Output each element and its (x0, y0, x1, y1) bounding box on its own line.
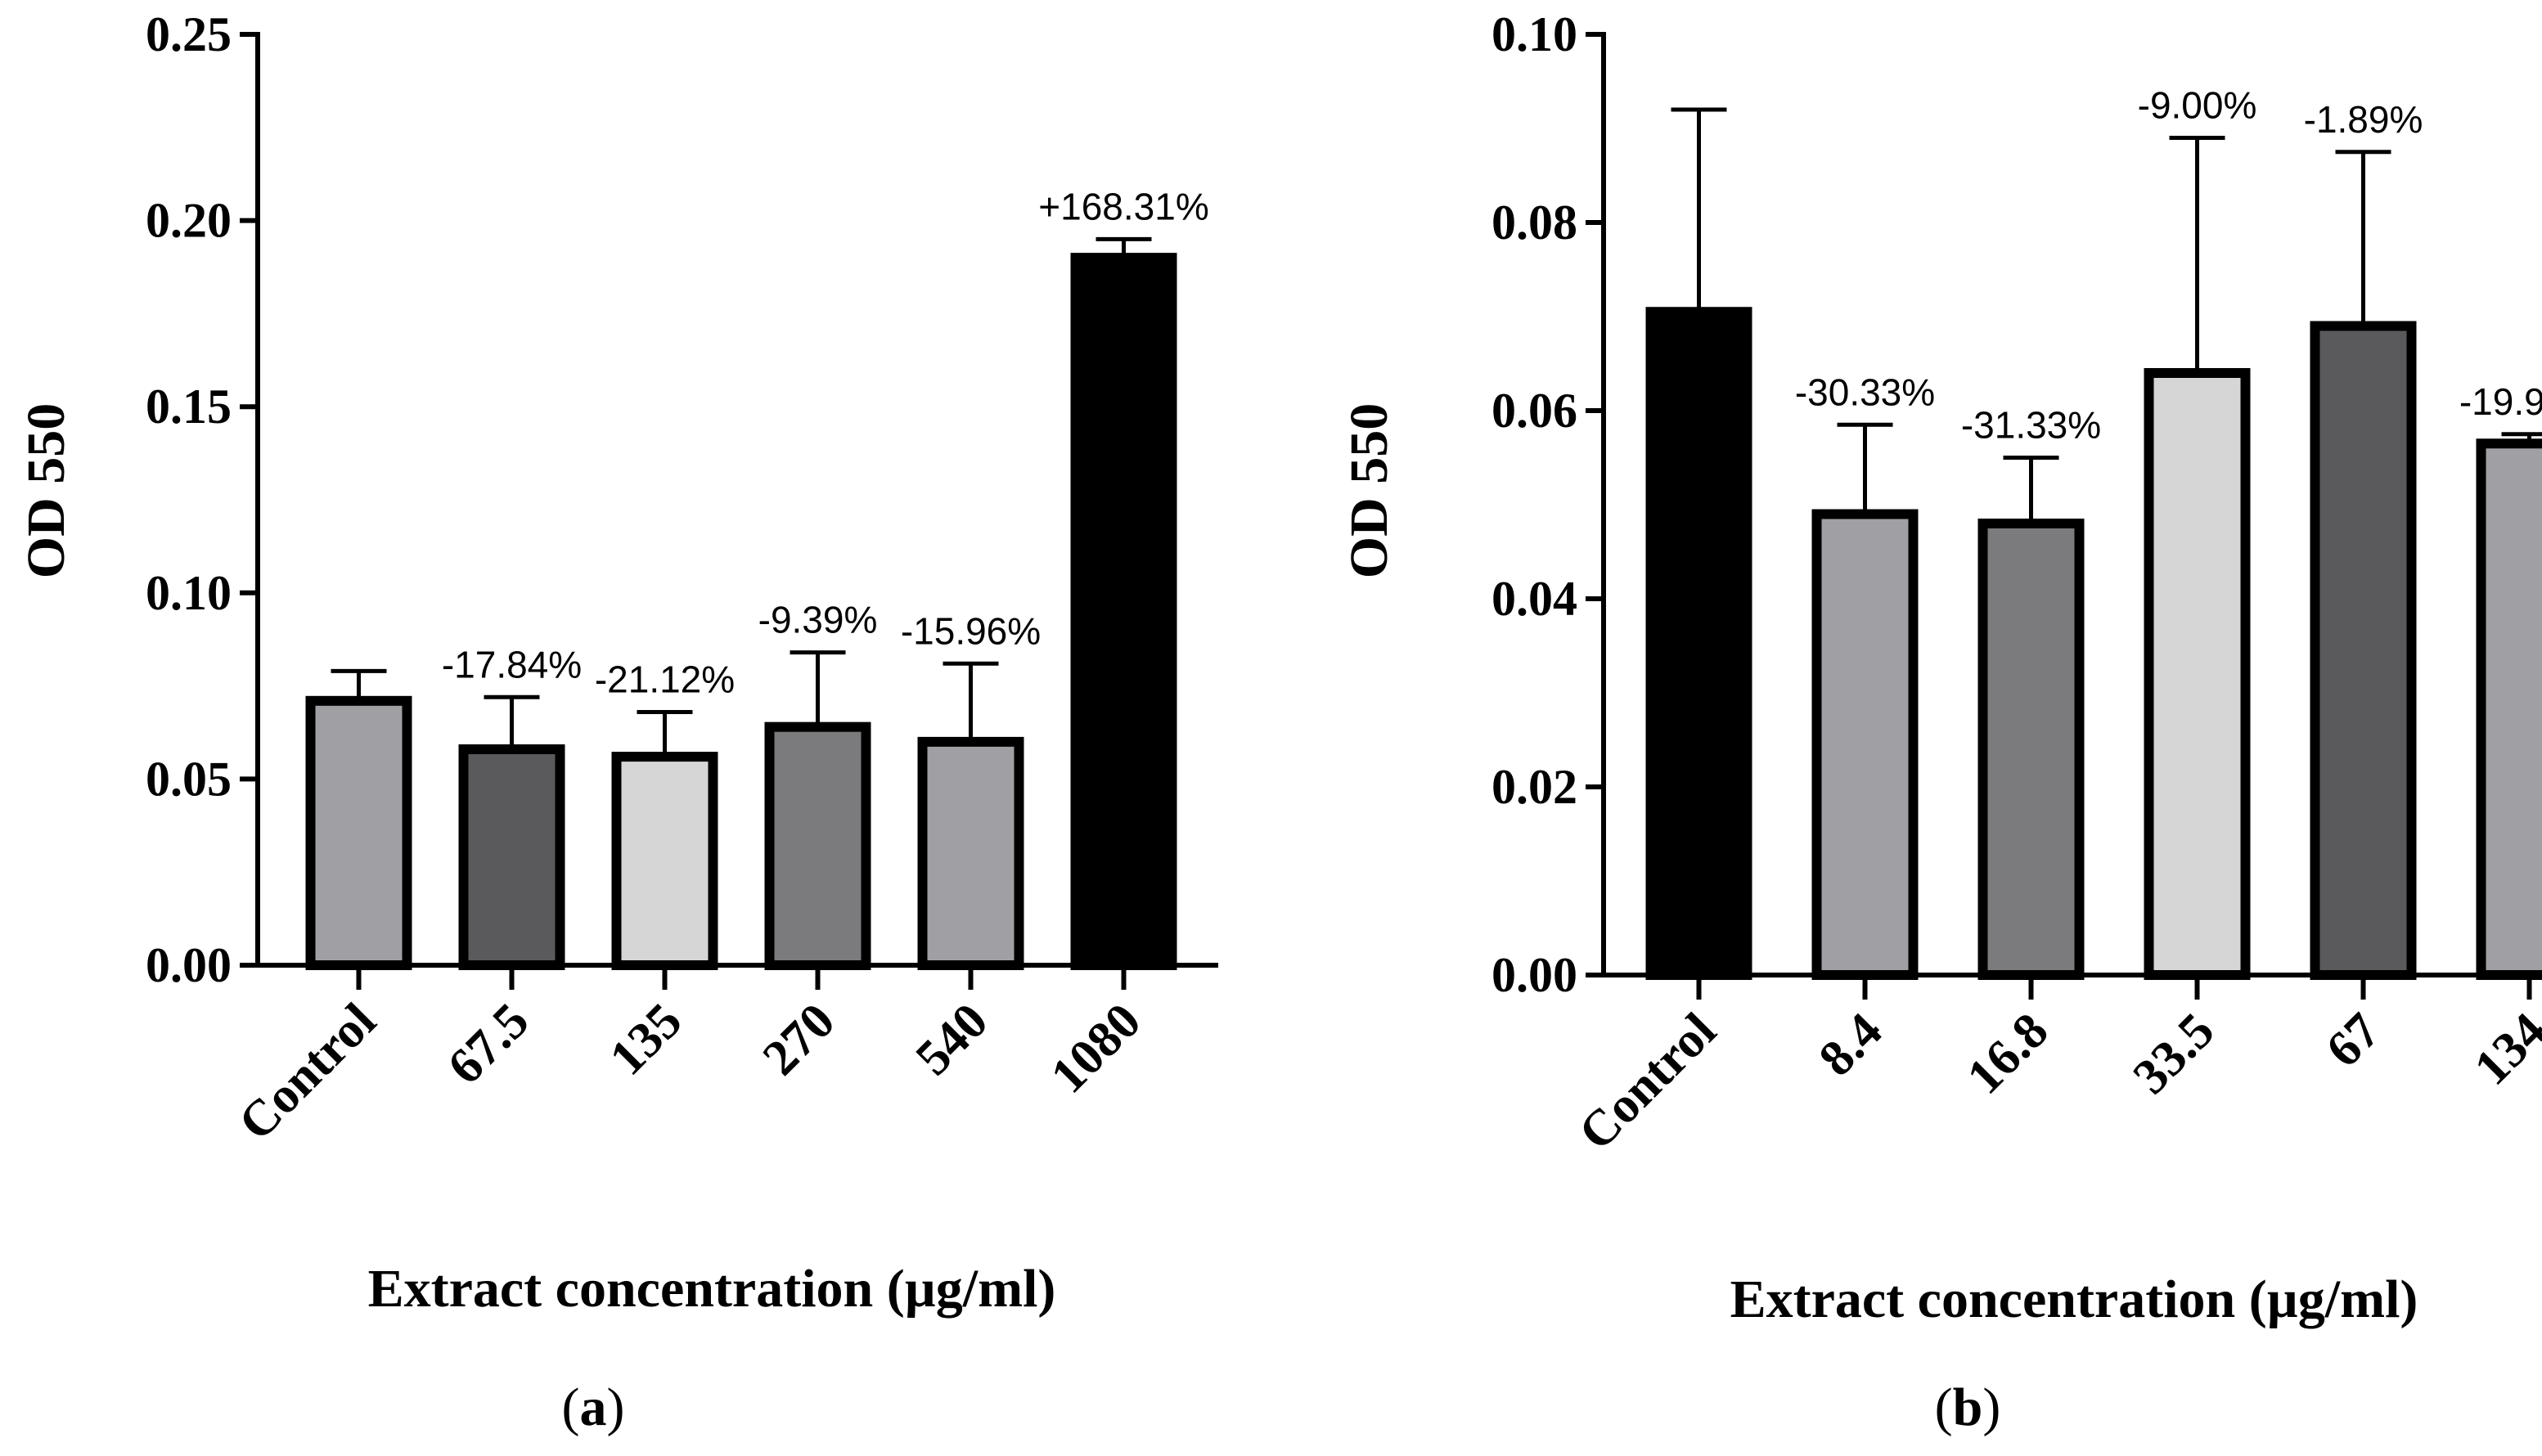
bar-a-5 (1070, 253, 1177, 970)
panel-a: OD 550 Extract concentration (µg/ml) (a)… (16, 7, 1218, 1437)
y-tick-label-b-5: 0.10 (1491, 7, 1577, 61)
bar-a-2 (611, 752, 718, 971)
x-tick-label-b-4: 67 (2315, 1003, 2391, 1078)
x-tick-label-a-2: 135 (600, 993, 693, 1086)
y-tick-label-a-2: 0.10 (146, 566, 232, 620)
bar-a-1 (458, 744, 565, 970)
data-label-a-2: -21.12% (595, 658, 735, 700)
panel-caption-b: (b) (1935, 1377, 2001, 1437)
y-tick-label-b-4: 0.08 (1491, 195, 1577, 249)
y-tick-label-b-3: 0.06 (1491, 384, 1577, 438)
panel-b: OD 550 Extract concentration (µg/ml) (b)… (1339, 7, 2542, 1437)
y-tick-label-a-1: 0.05 (146, 752, 232, 806)
data-label-a-3: -9.39% (758, 599, 878, 641)
data-label-b-1: -30.33% (1795, 371, 1935, 413)
bar-b-3 (2144, 368, 2251, 980)
panel-caption-letter-a: a (580, 1377, 607, 1437)
bar-a-3 (764, 721, 871, 970)
y-tick-label-b-1: 0.02 (1491, 760, 1577, 814)
x-tick-label-a-5: 1080 (1041, 993, 1152, 1104)
y-tick-label-a-0: 0.00 (146, 938, 232, 992)
x-axis-title-a: Extract concentration (µg/ml) (368, 1259, 1056, 1319)
data-label-b-4: -1.89% (2304, 98, 2423, 141)
bar-b-4 (2310, 321, 2417, 980)
data-label-b-3: -9.00% (2138, 84, 2257, 127)
y-axis-title-b: OD 550 (1339, 403, 1399, 579)
y-tick-label-a-3: 0.15 (146, 380, 232, 434)
data-label-b-2: -31.33% (1961, 404, 2101, 447)
bar-b-0 (1645, 307, 1752, 980)
x-axis-title-b: Extract concentration (µg/ml) (1730, 1270, 2418, 1329)
x-tick-label-b-0: Control (1568, 1003, 1726, 1161)
y-axis-title-a: OD 550 (16, 403, 76, 579)
y-tick-label-a-5: 0.25 (146, 7, 232, 61)
x-tick-label-a-3: 270 (753, 993, 846, 1086)
bar-b-5 (2476, 438, 2542, 980)
bar-a-0 (305, 695, 412, 970)
x-tick-label-a-1: 67.5 (438, 993, 540, 1095)
panel-caption-a: (a) (562, 1377, 625, 1437)
bar-a-4 (917, 736, 1024, 970)
x-tick-label-b-5: 134 (2464, 1003, 2542, 1096)
data-label-a-1: -17.84% (442, 643, 582, 685)
x-tick-label-b-2: 16.8 (1957, 1003, 2059, 1105)
x-tick-label-a-4: 540 (906, 993, 999, 1086)
y-tick-label-b-2: 0.04 (1491, 572, 1577, 626)
x-tick-label-b-1: 8.4 (1809, 1003, 1893, 1087)
bar-b-1 (1811, 509, 1919, 980)
data-label-a-4: -15.96% (901, 609, 1041, 652)
data-label-b-5: -19.90% (2459, 380, 2542, 423)
data-label-a-5: +168.31% (1038, 185, 1208, 227)
x-tick-label-a-0: Control (228, 993, 386, 1151)
x-tick-label-b-3: 33.5 (2123, 1003, 2225, 1105)
panel-caption-letter-b: b (1953, 1377, 1983, 1437)
y-tick-label-b-0: 0.00 (1491, 948, 1577, 1002)
bar-b-2 (1977, 519, 2085, 980)
y-tick-label-a-4: 0.20 (146, 194, 232, 248)
